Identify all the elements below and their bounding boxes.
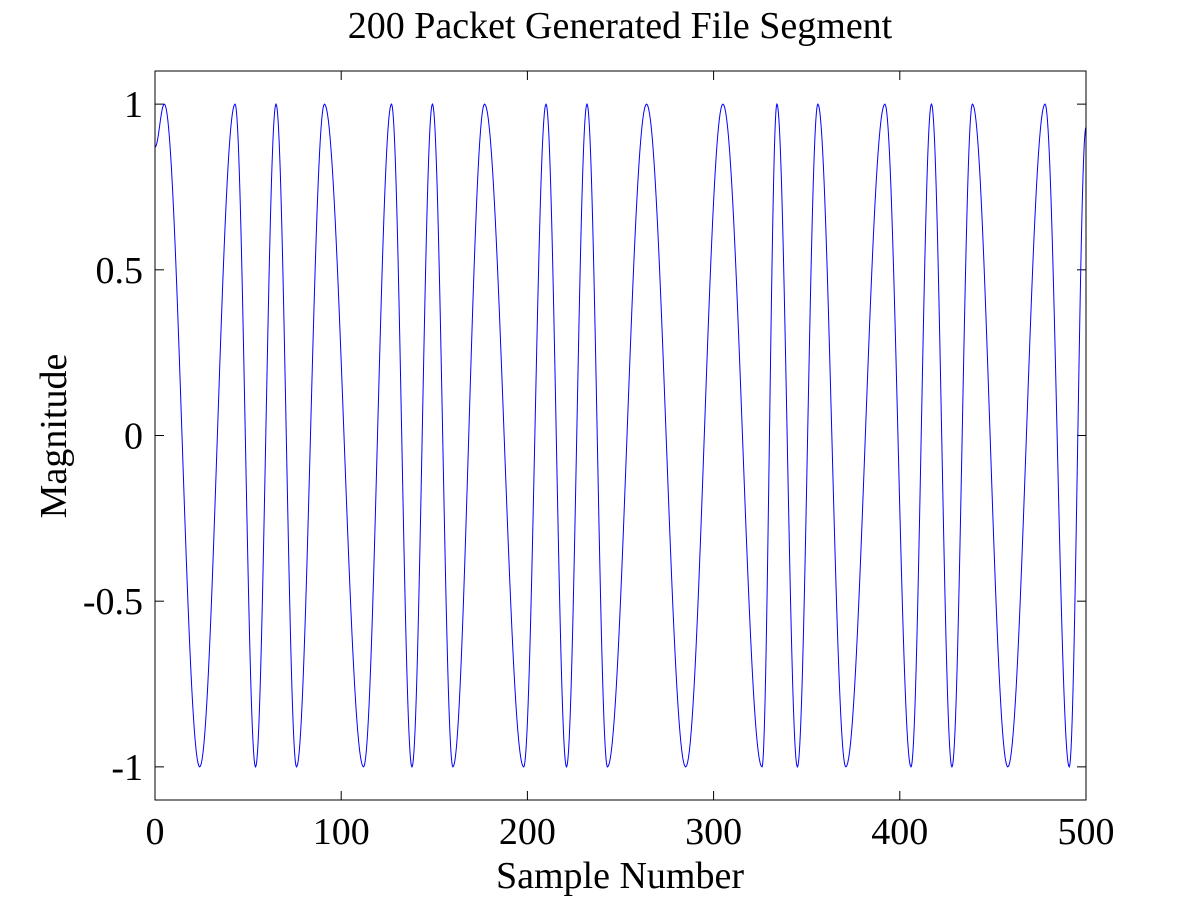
x-tick-label: 300 — [685, 811, 742, 853]
y-tick-label: 1 — [124, 84, 143, 126]
y-tick-label: -1 — [111, 747, 143, 789]
x-tick-label: 400 — [871, 811, 928, 853]
series-line — [154, 102, 1087, 768]
y-tick-label: 0.5 — [96, 250, 144, 292]
x-axis-label: Sample Number — [496, 855, 744, 897]
y-axis-label: Magnitude — [33, 354, 75, 519]
x-tick-label: 100 — [313, 811, 370, 853]
plot-area — [154, 102, 1087, 768]
x-tick-label: 200 — [499, 811, 556, 853]
x-tick-label: 0 — [146, 811, 165, 853]
chart-title: 200 Packet Generated File Segment — [348, 5, 893, 47]
y-tick-label: 0 — [124, 416, 143, 458]
x-tick-label: 500 — [1058, 811, 1115, 853]
axes-frame — [154, 70, 1087, 801]
axis-ticks: 0 100 200 300 400 500 1 0.5 0 -0.5 -1 — [83, 71, 1115, 853]
y-tick-label: -0.5 — [83, 581, 143, 623]
